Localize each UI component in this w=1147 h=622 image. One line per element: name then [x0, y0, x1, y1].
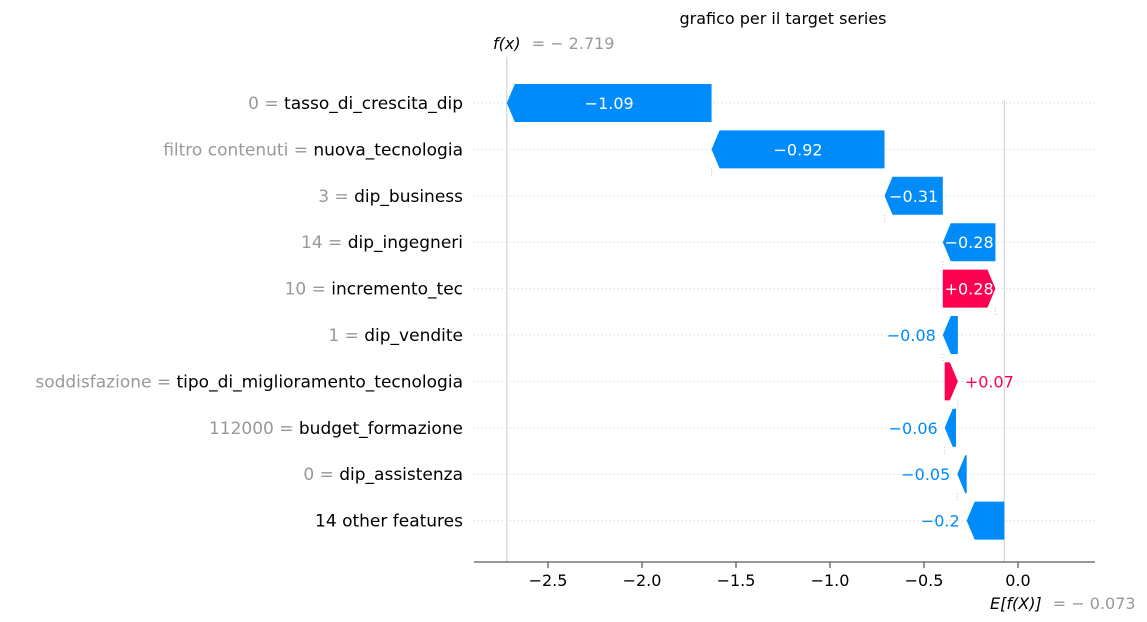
feature-label: 3 = dip_business [318, 187, 463, 207]
feature-value: 0 = [303, 465, 339, 485]
x-tick-label: −1.0 [811, 571, 850, 590]
bar-nuova_tecnologia [711, 130, 885, 169]
bar-dip_business [884, 176, 943, 215]
bar-tasso_di_crescita_dip [506, 84, 712, 122]
fx-value: = − 2.719 [532, 34, 615, 53]
feature-name: incremento_tec [331, 280, 463, 300]
reference-lines [506, 57, 1005, 562]
bar-value-label: +0.07 [965, 372, 1014, 391]
bar-tipo_di_miglioramento_tecnologia [944, 362, 958, 401]
x-tick-label: 0.0 [1005, 571, 1030, 590]
feature-label: 10 = incremento_tec [285, 280, 463, 300]
bar-value-label: −0.31 [889, 187, 938, 206]
feature-name: dip_business [354, 187, 463, 207]
bar-budget_formazione [944, 408, 956, 447]
feature-name: dip_vendite [364, 326, 463, 346]
bar-dip_vendite [942, 316, 958, 354]
x-tick-label: −2.5 [529, 571, 568, 590]
bar-value-label: −1.09 [585, 94, 634, 113]
x-axis-ticks: −2.5 −2.0 −1.5 −1.0 −0.5 0.0 [529, 562, 1031, 590]
bar-value-label: −0.06 [889, 419, 938, 438]
feature-label: soddisfazione = tipo_di_miglioramento_te… [35, 372, 463, 392]
bar-incremento_tec [942, 269, 996, 308]
bar-dip_assistenza [957, 455, 967, 494]
bar-value-label: −0.28 [945, 233, 994, 252]
expected-annotation: E[f(X)] = − 0.073 [990, 594, 1136, 613]
feature-label: 0 = tasso_di_crescita_dip [248, 94, 463, 114]
feature-value: soddisfazione = [35, 372, 176, 392]
x-tick-label: −1.5 [717, 571, 756, 590]
feature-name: tasso_di_crescita_dip [284, 94, 463, 114]
feature-name: nuova_tecnologia [313, 140, 463, 160]
feature-value: 10 = [285, 280, 332, 300]
feature-value: 112000 = [209, 419, 299, 439]
bar-14 other features [966, 501, 1005, 540]
feature-label: 0 = dip_assistenza [303, 465, 463, 485]
feature-name: 14 other features [315, 512, 463, 532]
feature-value: 1 = [328, 326, 364, 346]
bar-value-label: −0.92 [774, 140, 823, 159]
feature-label: 14 other features [315, 512, 463, 532]
feature-name: dip_assistenza [339, 465, 463, 485]
fx-annotation: f(x) = − 2.719 [493, 34, 614, 53]
feature-name: dip_ingegneri [348, 233, 463, 253]
fx-label: f(x) [493, 34, 521, 53]
chart-title: grafico per il target series [679, 9, 886, 28]
feature-label: filtro contenuti = nuova_tecnologia [163, 140, 463, 160]
bar-value-label: −0.08 [887, 326, 936, 345]
x-tick-label: −2.0 [623, 571, 662, 590]
feature-value: 0 = [248, 94, 284, 114]
feature-name: budget_formazione [299, 419, 463, 439]
feature-label: 112000 = budget_formazione [209, 419, 463, 439]
feature-name: tipo_di_miglioramento_tecnologia [177, 372, 464, 392]
expected-label: E[f(X)] [990, 594, 1042, 613]
bars-group: −1.09 −0.92 −0.31 −0.28 +0.28 −0.08 +0.07 −0.06… [506, 84, 1014, 540]
bar-value-label: +0.28 [945, 280, 994, 299]
bar-value-label: −0.05 [901, 465, 950, 484]
feature-label: 14 = dip_ingegneri [301, 233, 463, 253]
bar-dip_ingegneri [942, 223, 996, 262]
feature-value: filtro contenuti = [163, 140, 313, 160]
feature-value: 14 = [301, 233, 348, 253]
bar-value-label: −0.2 [921, 512, 960, 531]
feature-label: 1 = dip_vendite [328, 326, 463, 346]
feature-value: 3 = [318, 187, 354, 207]
x-tick-label: −0.5 [905, 571, 944, 590]
expected-value: = − 0.073 [1053, 594, 1136, 613]
